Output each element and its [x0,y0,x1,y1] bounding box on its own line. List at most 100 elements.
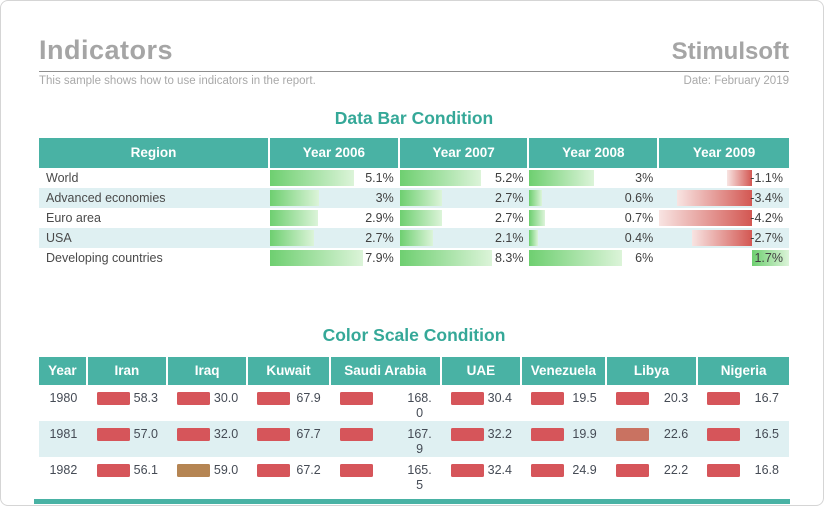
data-bar-cell: -4.2% [659,208,789,228]
color-scale-cell: 165. 5 [331,457,442,493]
indicator-swatch [450,428,484,441]
table2-header-cell: Venezuela [522,357,607,385]
data-bar-value-label: 0.6% [624,191,654,205]
negative-data-bar [676,190,752,206]
color-scale-cell: 30.4 [442,385,522,421]
region-cell: Developing countries [46,251,163,265]
indicator-value: 167. 9 [407,427,432,456]
positive-data-bar [529,230,539,246]
indicator-value: 30.0 [213,391,239,405]
brand-title: Stimulsoft [671,38,789,65]
data-bar-value-label: 0.4% [624,231,654,245]
table1-row: Advanced economies 3% 2.7% 0.6% -3.4% [39,188,789,208]
indicator-swatch [615,392,649,405]
data-bar-cell: -1.1% [659,168,789,188]
data-bar-cell: 0.7% [529,208,659,228]
data-bar-value-label: -1.1% [750,171,783,185]
color-scale-cell: 16.8 [698,457,789,493]
indicator-swatch [707,392,741,405]
data-bar-value-label: 3% [375,191,394,205]
indicator-value: 58.3 [133,391,158,405]
section-title-data-bar: Data Bar Condition [334,108,494,128]
section-title-color-scale: Color Scale Condition [322,325,506,345]
data-bar-cell: 3% [529,168,659,188]
data-bar-cell: -3.4% [659,188,789,208]
table2-header-cell: Kuwait [248,357,331,385]
indicator-swatch [339,392,373,405]
table2-header-cell: Saudi Arabia [330,357,442,385]
color-scale-cell: 67.7 [248,421,331,457]
negative-data-bar [659,210,752,226]
data-bar-cell: 0.4% [529,228,659,248]
color-scale-cell: 58.3 [88,385,168,421]
table1-row: World 5.1% 5.2% 3% -1.1% [39,168,789,188]
data-bar-cell: 8.3% [399,248,530,268]
indicator-value: 22.2 [663,463,689,477]
color-scale-cell: 32.4 [442,457,522,493]
indicator-value: 59.0 [213,463,239,477]
color-scale-cell: 16.7 [698,385,789,421]
region-cell: USA [46,231,72,245]
color-scale-cell: 19.9 [522,421,607,457]
data-bar-cell: 5.1% [270,168,400,188]
footer-accent-bar [34,499,790,504]
table1-row: Developing countries 7.9% 8.3% 6% 1.7% [39,248,789,268]
data-bar-value-label: 5.1% [365,171,394,185]
table2-header-cell: Nigeria [698,357,789,385]
indicator-swatch [450,464,484,477]
indicator-value: 16.5 [754,427,779,441]
positive-data-bar [399,170,481,186]
table2-header-cell: Year [39,357,88,385]
indicator-value: 19.5 [572,391,597,405]
positive-data-bar [270,250,363,266]
region-cell: Advanced economies [46,191,166,205]
indicator-swatch [257,392,291,405]
positive-data-bar [529,190,543,206]
color-scale-cell: 167. 9 [331,421,442,457]
indicator-swatch [96,428,130,441]
data-bar-cell: -2.7% [659,228,789,248]
indicator-value: 19.9 [572,427,597,441]
data-bar-value-label: -4.2% [750,211,783,225]
data-bar-cell: 2.7% [399,188,530,208]
indicator-swatch [531,392,564,405]
indicator-swatch [615,464,649,477]
color-scale-cell: 30.0 [168,385,248,421]
data-bar-value-label: 2.1% [494,231,524,245]
indicator-swatch [339,428,373,441]
indicator-value: 16.7 [754,391,779,405]
page-title: Indicators [39,35,174,65]
table2-header-cell: Iran [87,357,168,385]
color-scale-cell: 32.0 [168,421,248,457]
table2-row: 1981 57.0 32.0 67.7 167. 9 32.2 19.9 22.6 16.5 [39,421,789,457]
positive-data-bar [529,250,623,266]
region-cell: Euro area [46,211,101,225]
indicator-swatch [531,428,564,441]
data-bar-cell: 3% [270,188,400,208]
year-cell: 1982 [49,463,78,477]
negative-data-bar [727,170,752,186]
negative-data-bar [692,230,752,246]
positive-data-bar [270,170,354,186]
data-bar-value-label: -2.7% [750,231,783,245]
positive-data-bar [529,210,545,226]
positive-data-bar [399,250,493,266]
report-subtitle: This sample shows how to use indicators … [39,75,316,87]
data-bar-cell: 2.9% [270,208,400,228]
indicator-value: 30.4 [487,391,512,405]
indicator-value: 56.1 [133,463,158,477]
color-scale-cell: 24.9 [522,457,607,493]
table1-header-cell: Year 2008 [529,138,660,168]
data-bar-value-label: 6% [635,251,654,265]
indicator-value: 20.3 [663,391,689,405]
color-scale-cell: 32.2 [442,421,522,457]
indicator-swatch [257,428,291,441]
data-bar-cell: 5.2% [399,168,530,188]
year-cell: 1981 [49,427,78,441]
indicator-value: 57.0 [133,427,158,441]
color-scale-cell: 57.0 [88,421,168,457]
color-scale-table-body: 1980 58.3 30.0 67.9 168. 0 30.4 19.5 20.3 16.7 198… [39,385,789,493]
color-scale-table: Year Iran Iraq Kuwait Saudi Arabia UAE Venezue… [39,357,789,493]
data-bar-cell: 6% [529,248,659,268]
data-bar-cell: 0.6% [529,188,659,208]
